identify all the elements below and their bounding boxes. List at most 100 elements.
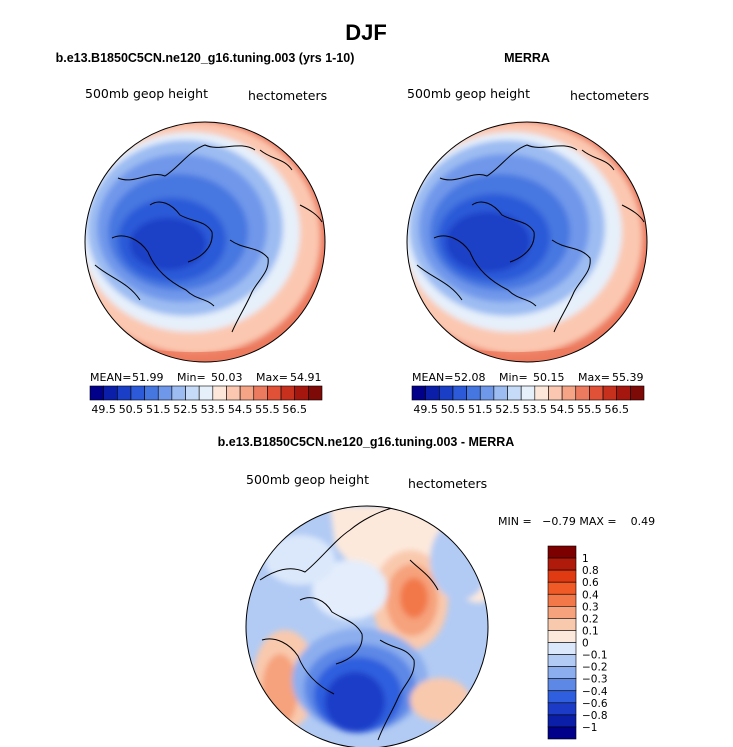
colorbar-tick-label: −0.3 xyxy=(582,674,608,686)
panel-merra-max-label: Max= xyxy=(578,371,610,384)
panel-diff-colorbar xyxy=(547,545,577,740)
colorbar-swatch xyxy=(226,385,241,401)
colorbar-swatch xyxy=(116,385,132,401)
colorbar-swatch xyxy=(212,385,227,401)
colorbar-swatch xyxy=(130,385,145,401)
colorbar-swatch xyxy=(89,385,104,401)
panel-merra-mean-label: MEAN= xyxy=(412,371,453,384)
colorbar-tick-label: 55.5 xyxy=(255,403,280,416)
colorbar-tick-label: 1 xyxy=(582,553,589,565)
colorbar-swatch xyxy=(547,593,577,607)
colorbar-swatch xyxy=(198,385,214,401)
panel-merra-coastlines xyxy=(416,144,645,333)
colorbar-swatch xyxy=(438,385,454,401)
colorbar-swatch xyxy=(547,654,577,667)
colorbar-swatch xyxy=(547,690,577,704)
panel-merra: MERRA 500mb geop height hectometers xyxy=(406,51,649,416)
colorbar-tick-label: 54.5 xyxy=(550,403,575,416)
panel-model: b.e13.B1850C5CN.ne120_g16.tuning.003 (yr… xyxy=(56,51,355,416)
figure-title: DJF xyxy=(345,20,387,45)
colorbar-swatch xyxy=(589,385,604,401)
panel-model-title: b.e13.B1850C5CN.ne120_g16.tuning.003 (yr… xyxy=(56,51,355,65)
panel-model-colorbar-ticks: 49.5 50.5 51.5 52.5 53.5 54.5 55.5 56.5 xyxy=(91,403,307,416)
colorbar-tick-label: 0.3 xyxy=(582,601,599,613)
colorbar-swatch xyxy=(548,385,563,401)
colorbar-swatch xyxy=(103,385,118,401)
colorbar-swatch xyxy=(507,385,522,401)
colorbar-swatch xyxy=(308,385,323,401)
colorbar-swatch xyxy=(157,385,173,401)
panel-merra-max: 55.39 xyxy=(612,371,644,384)
colorbar-swatch xyxy=(534,385,549,401)
colorbar-swatch xyxy=(547,618,577,631)
colorbar-tick-label: 0.8 xyxy=(582,565,599,577)
colorbar-tick-label: 50.5 xyxy=(119,403,144,416)
panel-merra-min: 50.15 xyxy=(533,371,565,384)
colorbar-tick-label: 52.5 xyxy=(495,403,520,416)
colorbar-swatch xyxy=(171,385,186,401)
panel-model-mean-label: MEAN= xyxy=(90,371,131,384)
colorbar-swatch xyxy=(547,581,577,595)
colorbar-swatch xyxy=(547,630,577,643)
panel-model-map xyxy=(85,122,325,362)
colorbar-swatch xyxy=(575,385,590,401)
panel-diff-title: b.e13.B1850C5CN.ne120_g16.tuning.003 - M… xyxy=(218,435,515,449)
colorbar-swatch xyxy=(239,385,255,401)
panel-model-min: 50.03 xyxy=(211,371,243,384)
colorbar-tick-label: 56.5 xyxy=(604,403,629,416)
colorbar-tick-label: 49.5 xyxy=(413,403,438,416)
colorbar-tick-label: 50.5 xyxy=(441,403,466,416)
panel-merra-units-label: hectometers xyxy=(570,88,649,103)
colorbar-tick-label: 51.5 xyxy=(468,403,493,416)
panel-model-min-label: Min= xyxy=(177,371,206,384)
panel-model-colorbar xyxy=(89,385,323,401)
panel-diff-colorbar-ticks: 10.80.60.40.30.20.10−0.1−0.2−0.3−0.4−0.6… xyxy=(582,553,608,734)
panel-model-units-label: hectometers xyxy=(248,88,327,103)
panel-model-max: 54.91 xyxy=(290,371,322,384)
panel-model-mean: 51.99 xyxy=(132,371,164,384)
panel-merra-map-border xyxy=(406,121,648,363)
colorbar-tick-label: 56.5 xyxy=(282,403,307,416)
colorbar-swatch xyxy=(294,385,309,401)
colorbar-tick-label: 0 xyxy=(582,638,589,650)
colorbar-swatch xyxy=(425,385,440,401)
colorbar-tick-label: 53.5 xyxy=(523,403,548,416)
colorbar-swatch xyxy=(267,385,282,401)
panel-model-coastlines xyxy=(94,144,323,333)
colorbar-tick-label: 0.2 xyxy=(582,613,599,625)
colorbar-tick-label: −0.4 xyxy=(582,686,608,698)
colorbar-swatch xyxy=(547,678,577,692)
panel-model-map-border xyxy=(84,121,326,363)
colorbar-swatch xyxy=(602,385,618,401)
panel-diff-field-label: 500mb geop height xyxy=(246,472,369,487)
colorbar-tick-label: 51.5 xyxy=(146,403,171,416)
colorbar-swatch xyxy=(630,385,645,401)
colorbar-swatch xyxy=(547,714,577,728)
panel-merra-mean: 52.08 xyxy=(454,371,486,384)
panel-merra-colorbar xyxy=(411,385,645,401)
colorbar-swatch xyxy=(547,642,577,655)
colorbar-tick-label: 49.5 xyxy=(91,403,116,416)
colorbar-tick-label: 54.5 xyxy=(228,403,253,416)
colorbar-swatch xyxy=(185,385,200,401)
colorbar-swatch xyxy=(547,545,577,559)
colorbar-tick-label: −0.2 xyxy=(582,662,608,674)
colorbar-swatch xyxy=(280,385,296,401)
colorbar-swatch xyxy=(479,385,495,401)
colorbar-swatch xyxy=(547,726,577,740)
colorbar-swatch xyxy=(547,569,577,583)
colorbar-swatch xyxy=(547,666,577,679)
colorbar-tick-label: −0.8 xyxy=(582,710,608,722)
panel-model-max-label: Max= xyxy=(256,371,288,384)
colorbar-swatch xyxy=(547,557,577,571)
colorbar-swatch xyxy=(253,385,268,401)
panel-merra-min-label: Min= xyxy=(499,371,528,384)
colorbar-swatch xyxy=(547,606,577,619)
colorbar-tick-label: −1 xyxy=(582,722,597,734)
colorbar-tick-label: −0.1 xyxy=(582,650,608,662)
colorbar-swatch xyxy=(144,385,159,401)
colorbar-tick-label: 0.1 xyxy=(582,625,599,637)
colorbar-swatch xyxy=(561,385,577,401)
colorbar-tick-label: 0.4 xyxy=(582,589,599,601)
